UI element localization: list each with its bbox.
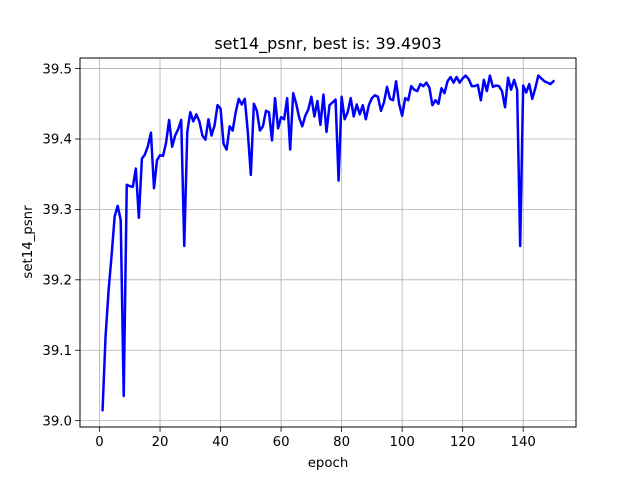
x-tick-label: 40 [212,435,229,450]
x-tick-label: 20 [152,435,169,450]
grid [80,58,576,427]
x-tick-label: 60 [273,435,290,450]
x-axis: 0 20 40 60 80 100 120 140 [95,427,536,450]
chart-title: set14_psnr, best is: 39.4903 [214,34,441,54]
series-line [101,74,556,412]
x-tick-label: 80 [333,435,350,450]
plot-frame [79,57,577,428]
y-axis: 39.0 39.1 39.2 39.3 39.4 39.5 [42,62,80,429]
y-axis-label: set14_psnr [21,205,36,279]
y-tick-label: 39.5 [42,62,72,77]
x-axis-label: epoch [308,456,349,471]
y-tick-label: 39.3 [42,203,72,218]
y-tick-label: 39.1 [42,344,72,359]
y-tick-label: 39.2 [42,274,72,289]
x-tick-label: 120 [450,435,475,450]
x-tick-label: 100 [389,435,414,450]
y-tick-label: 39.4 [42,133,72,148]
x-tick-label: 0 [95,435,103,450]
y-tick-label: 39.0 [42,414,72,429]
series-layer [101,74,556,412]
x-tick-label: 140 [510,435,535,450]
